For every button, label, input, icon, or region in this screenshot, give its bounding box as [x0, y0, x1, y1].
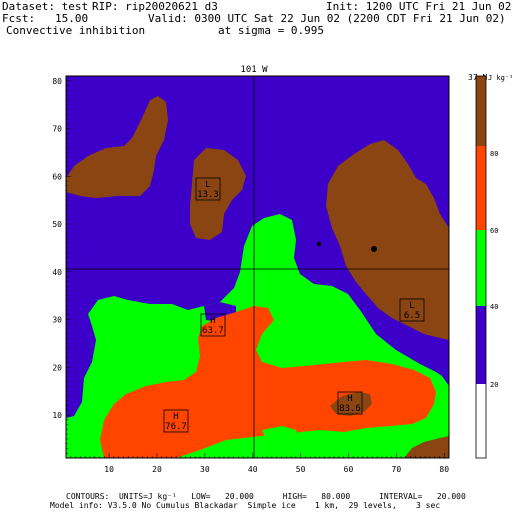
fill-80-plus-west	[66, 96, 168, 198]
svg-text:83.6: 83.6	[339, 404, 361, 414]
level-label: at sigma = 0.995	[218, 24, 324, 37]
x-tick-label: 70	[392, 465, 402, 474]
station-dot	[371, 246, 377, 252]
colorbar-label-60: 60	[490, 227, 498, 235]
colorbar-label-80: 80	[490, 150, 498, 158]
station-dot	[316, 241, 322, 247]
axis-ticks: 10 20 30 40 50 60 70 80 10 20 30 40 50 60 70 80	[52, 75, 450, 474]
y-tick-label: 60	[52, 172, 62, 181]
y-tick-label: 40	[52, 268, 62, 277]
rip-label: RIP: rip20020621 d3	[92, 0, 218, 13]
svg-text:L: L	[205, 180, 210, 190]
y-tick-label: 30	[52, 316, 62, 325]
svg-text:6.5: 6.5	[404, 311, 420, 321]
svg-text:63.7: 63.7	[202, 326, 224, 336]
x-tick-label: 20	[152, 465, 162, 474]
marker-l-east: L 6.5	[399, 298, 425, 322]
svg-text:H: H	[347, 394, 352, 404]
marker-h-southeast: H 83.6	[330, 391, 372, 416]
x-tick-label: 50	[296, 465, 306, 474]
forecast-label: Fcst: 15.00	[2, 12, 89, 25]
x-tick-label: 30	[200, 465, 210, 474]
svg-text:H: H	[173, 412, 178, 422]
color-bar: J kg⁻¹ 80 60 40 20	[475, 74, 512, 459]
colorbar-label-20: 20	[490, 381, 498, 389]
field-name: Convective inhibition	[6, 24, 146, 37]
valid-label: Valid: 0300 UTC Sat 22 Jun 02 (2200 CDT …	[148, 12, 506, 25]
colorbar-label-40: 40	[490, 303, 498, 311]
y-tick-label: 20	[52, 363, 62, 372]
fill-60-80	[100, 306, 436, 458]
x-tick-label: 40	[248, 465, 258, 474]
fill-80-plus-east	[326, 140, 449, 340]
y-tick-label: 70	[52, 125, 62, 134]
marker-h-center: H 63.7	[200, 313, 226, 337]
x-tick-label: 10	[104, 465, 114, 474]
dataset-label: Dataset: test	[2, 0, 89, 13]
y-tick-label: 80	[52, 77, 62, 86]
svg-text:13.3: 13.3	[197, 190, 219, 200]
marker-h-southwest: H 76.7	[163, 409, 189, 433]
y-tick-label: 50	[52, 220, 62, 229]
meridian-label: 101 W	[240, 65, 268, 75]
svg-text:L: L	[409, 301, 414, 311]
x-tick-label: 80	[439, 465, 449, 474]
svg-text:76.7: 76.7	[165, 422, 187, 432]
init-label: Init: 1200 UTC Fri 21 Jun 02	[326, 0, 512, 13]
y-tick-label: 10	[52, 411, 62, 420]
colorbar-unit: J kg⁻¹	[488, 74, 512, 82]
contour-info: CONTOURS: UNITS=J kg⁻¹ LOW= 20.000 HIGH=…	[66, 492, 466, 501]
marker-l-west: L 13.3	[195, 177, 221, 201]
svg-text:H: H	[210, 316, 215, 326]
model-info: Model info: V3.5.0 No Cumulus Blackadar …	[50, 501, 441, 510]
x-tick-label: 60	[344, 465, 354, 474]
